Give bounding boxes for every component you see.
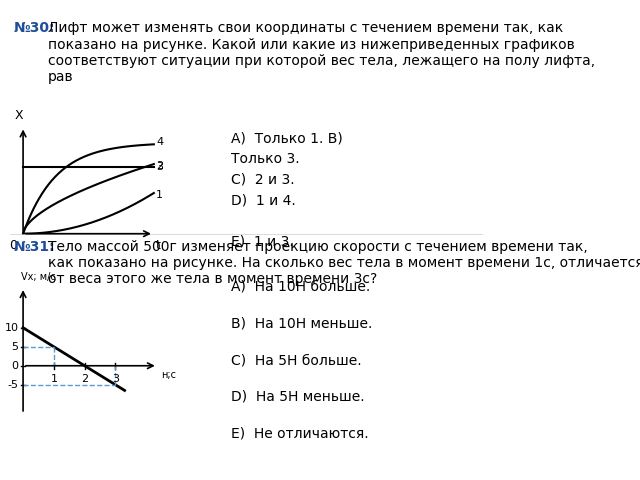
- Text: -5: -5: [8, 380, 19, 390]
- Text: A)  Только 1. B)
Только 3.
C)  2 и 3.
D)  1 и 4.

E)  1 и 3.: A) Только 1. B) Только 3. C) 2 и 3. D) 1…: [231, 132, 342, 249]
- Text: 1: 1: [51, 373, 58, 384]
- Text: №31:: №31:: [14, 240, 56, 253]
- Text: Лифт может изменять свои координаты с течением времени так, как
показано на рису: Лифт может изменять свои координаты с те…: [48, 22, 595, 84]
- Text: A)  На 10Н больше.

B)  На 10Н меньше.

C)  На 5Н больше.

D)  На 5Н меньше.

E): A) На 10Н больше. B) На 10Н меньше. C) Н…: [231, 279, 372, 441]
- Text: н;с: н;с: [161, 370, 177, 380]
- Text: 5: 5: [12, 342, 19, 352]
- Text: 3: 3: [112, 373, 119, 384]
- Text: Vx; м/с: Vx; м/с: [20, 272, 56, 282]
- Text: 0: 0: [9, 239, 17, 252]
- Text: t: t: [156, 239, 160, 252]
- Text: 1: 1: [156, 190, 163, 200]
- Text: 3: 3: [156, 162, 163, 172]
- Text: 0: 0: [12, 361, 19, 371]
- Text: 10: 10: [4, 323, 19, 333]
- Text: 4: 4: [156, 137, 163, 147]
- FancyBboxPatch shape: [0, 0, 496, 472]
- Text: Тело массой 500г изменяет проекцию скорости с течением времени так,
как показано: Тело массой 500г изменяет проекцию скоро…: [48, 240, 640, 286]
- Text: 2: 2: [156, 161, 163, 171]
- Text: 2: 2: [81, 373, 88, 384]
- Text: №30:: №30:: [14, 22, 55, 36]
- Text: X: X: [15, 109, 24, 122]
